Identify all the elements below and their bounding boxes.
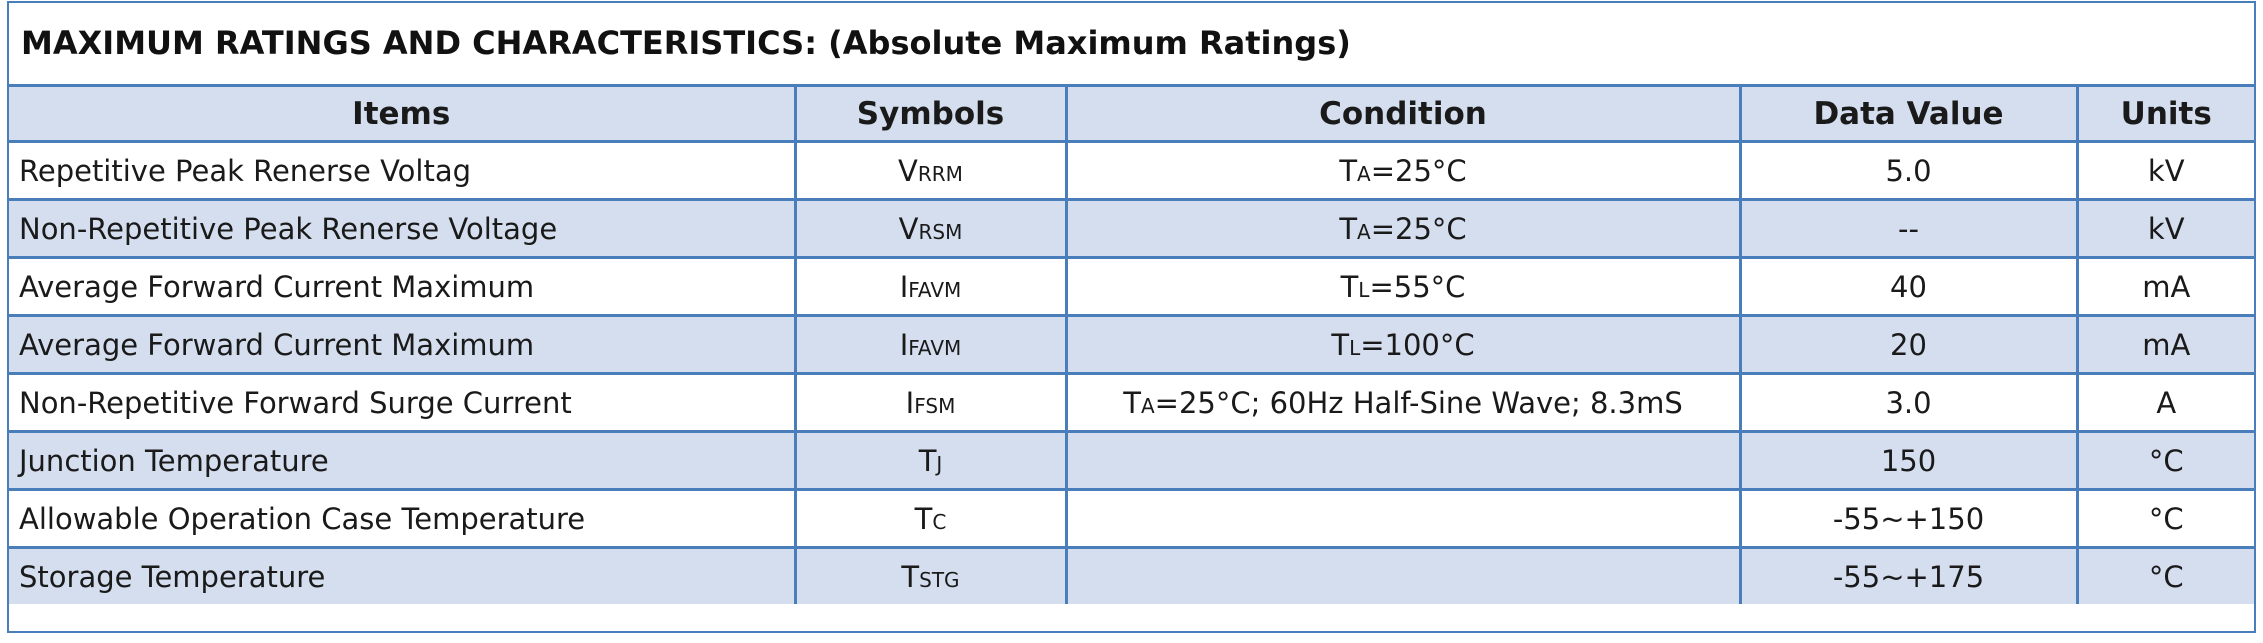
item-cell: Repetitive Peak Renerse Voltag: [9, 140, 797, 201]
table-row: Allowable Operation Case Temperature TC -5…: [9, 488, 2254, 549]
condition-sub: L: [1349, 335, 1361, 360]
unit-cell: A: [2075, 372, 2254, 433]
table-row: Non-Repetitive Peak Renerse Voltage VRSM T…: [9, 198, 2254, 259]
item-cell: Average Forward Current Maximum: [9, 256, 797, 317]
symbol-sub: FAVM: [908, 277, 962, 302]
symbol-cell: VRRM: [793, 140, 1068, 201]
unit-cell: mA: [2075, 256, 2254, 317]
value-cell: -55~+150: [1738, 488, 2079, 549]
symbol-main: V: [898, 211, 919, 246]
condition-rest: =25°C: [1370, 211, 1467, 246]
condition-rest: =25°C; 60Hz Half-Sine Wave; 8.3mS: [1154, 385, 1683, 420]
symbol-cell: IFSM: [793, 372, 1068, 433]
symbol-cell: TJ: [793, 430, 1068, 491]
symbol-sub: FAVM: [908, 335, 962, 360]
item-cell: Average Forward Current Maximum: [9, 314, 797, 375]
condition-main: T: [1340, 269, 1359, 304]
sheet-title: MAXIMUM RATINGS AND CHARACTERISTICS: (Ab…: [21, 24, 1351, 62]
value-cell: 40: [1738, 256, 2079, 317]
value-cell: --: [1738, 198, 2079, 259]
condition-cell: [1064, 488, 1742, 549]
ratings-sheet: MAXIMUM RATINGS AND CHARACTERISTICS: (Ab…: [7, 1, 2256, 633]
condition-cell: TA=25°C; 60Hz Half-Sine Wave; 8.3mS: [1064, 372, 1742, 433]
table-body: Repetitive Peak Renerse Voltag VRRM TA=25°…: [9, 140, 2254, 604]
unit-cell: °C: [2075, 430, 2254, 491]
symbol-main: T: [901, 559, 920, 594]
symbol-main: V: [898, 153, 918, 188]
item-cell: Storage Temperature: [9, 546, 797, 604]
value-cell: 3.0: [1738, 372, 2079, 433]
table-row: Average Forward Current Maximum IFAVM TL=1…: [9, 314, 2254, 375]
condition-main: T: [1339, 211, 1358, 246]
symbol-sub: STG: [919, 567, 960, 592]
unit-cell: kV: [2075, 198, 2254, 259]
symbol-cell: TC: [793, 488, 1068, 549]
condition-rest: =25°C: [1370, 153, 1467, 188]
table-row: Storage Temperature TSTG -55~+175 °C: [9, 546, 2254, 604]
value-cell: 5.0: [1738, 140, 2079, 201]
value-cell: -55~+175: [1738, 546, 2079, 604]
symbol-cell: VRSM: [793, 198, 1068, 259]
unit-cell: kV: [2075, 140, 2254, 201]
symbol-sub: RRM: [917, 161, 963, 186]
table-row: Repetitive Peak Renerse Voltag VRRM TA=25°…: [9, 140, 2254, 201]
unit-cell: °C: [2075, 488, 2254, 549]
item-cell: Junction Temperature: [9, 430, 797, 491]
symbol-cell: IFAVM: [793, 314, 1068, 375]
value-cell: 20: [1738, 314, 2079, 375]
condition-cell: TL=100°C: [1064, 314, 1742, 375]
symbol-main: T: [914, 501, 933, 536]
value-cell: 150: [1738, 430, 2079, 491]
symbol-main: T: [918, 443, 937, 478]
column-header: Units: [2075, 84, 2254, 143]
ratings-table: Items Symbols Condition Data Value Units Rep…: [9, 84, 2254, 604]
item-cell: Non-Repetitive Peak Renerse Voltage: [9, 198, 797, 259]
symbol-sub: FSM: [914, 393, 956, 418]
column-header: Items: [9, 84, 797, 143]
column-header: Symbols: [793, 84, 1068, 143]
table-row: Junction Temperature TJ 150 °C: [9, 430, 2254, 491]
item-cell: Non-Repetitive Forward Surge Current: [9, 372, 797, 433]
table-row: Non-Repetitive Forward Surge Current IFSM…: [9, 372, 2254, 433]
column-header: Condition: [1064, 84, 1742, 143]
symbol-cell: TSTG: [793, 546, 1068, 604]
condition-sub: A: [1357, 161, 1371, 186]
unit-cell: °C: [2075, 546, 2254, 604]
condition-cell: TA=25°C: [1064, 140, 1742, 201]
symbol-cell: IFAVM: [793, 256, 1068, 317]
symbol-main: I: [899, 269, 909, 304]
unit-cell: mA: [2075, 314, 2254, 375]
item-cell: Allowable Operation Case Temperature: [9, 488, 797, 549]
condition-cell: [1064, 430, 1742, 491]
condition-cell: [1064, 546, 1742, 604]
column-header: Data Value: [1738, 84, 2079, 143]
condition-main: T: [1331, 327, 1350, 362]
condition-rest: =100°C: [1360, 327, 1475, 362]
condition-cell: TA=25°C: [1064, 198, 1742, 259]
symbol-sub: C: [932, 509, 947, 534]
condition-main: T: [1339, 153, 1358, 188]
symbol-sub: J: [936, 451, 943, 476]
symbol-main: I: [899, 327, 909, 362]
condition-sub: A: [1140, 393, 1155, 418]
symbol-sub: RSM: [918, 219, 963, 244]
symbol-main: I: [905, 385, 915, 420]
table-row: Average Forward Current Maximum IFAVM TL=5…: [9, 256, 2254, 317]
condition-sub: A: [1357, 219, 1371, 244]
condition-rest: =55°C: [1369, 269, 1466, 304]
condition-sub: L: [1358, 277, 1370, 302]
header-row: Items Symbols Condition Data Value Units: [9, 84, 2254, 143]
condition-cell: TL=55°C: [1064, 256, 1742, 317]
condition-main: T: [1123, 385, 1141, 420]
